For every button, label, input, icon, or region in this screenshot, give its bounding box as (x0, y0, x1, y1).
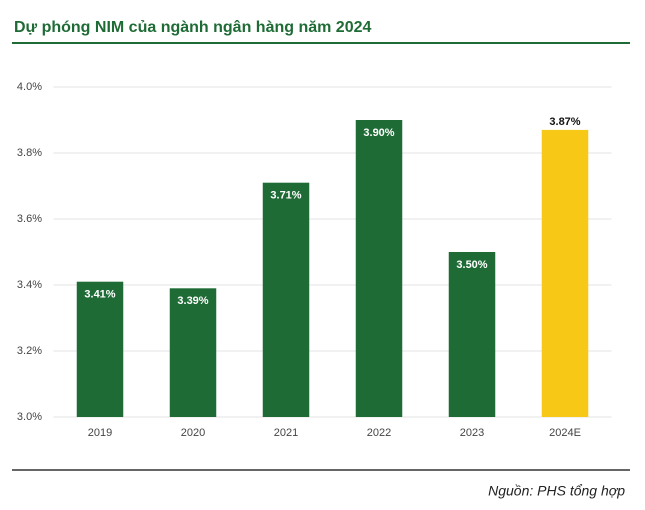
y-tick-label: 3.4% (17, 279, 42, 291)
bar (541, 129, 589, 417)
y-tick-label: 3.0% (17, 411, 42, 423)
bar (262, 182, 310, 417)
value-label: 3.50% (456, 259, 487, 271)
x-tick-label: 2023 (460, 427, 484, 439)
y-tick-label: 3.2% (17, 345, 42, 357)
value-label: 3.87% (549, 116, 580, 128)
bar (355, 120, 403, 417)
value-label: 3.39% (177, 295, 208, 307)
bar (169, 288, 217, 417)
y-tick-label: 3.6% (17, 213, 42, 225)
chart-title: Dự phóng NIM của ngành ngân hàng năm 202… (14, 19, 371, 36)
x-tick-label: 2022 (367, 427, 391, 439)
y-tick-label: 3.8% (17, 147, 42, 159)
bar (76, 281, 124, 417)
value-label: 3.71% (270, 190, 301, 202)
bar (448, 252, 496, 417)
value-label: 3.90% (363, 127, 394, 139)
source-note: Nguồn: PHS tổng hợp (488, 483, 625, 499)
value-label: 3.41% (84, 289, 115, 301)
x-tick-label: 2021 (274, 427, 298, 439)
x-tick-label: 2019 (88, 427, 112, 439)
x-tick-label: 2024E (549, 427, 581, 439)
x-tick-label: 2020 (181, 427, 205, 439)
y-tick-label: 4.0% (17, 81, 42, 93)
